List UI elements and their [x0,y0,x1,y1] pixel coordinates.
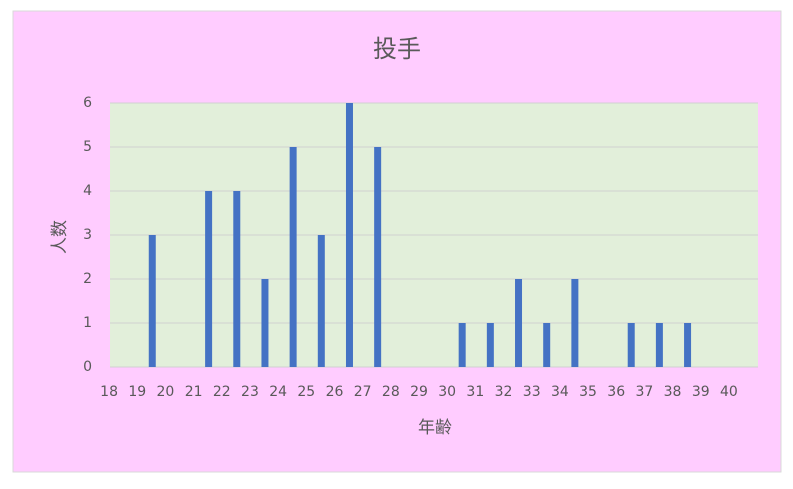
bar [655,323,663,367]
x-tick-label: 21 [185,384,203,400]
x-axis-label: 年齢 [418,418,452,438]
x-tick-label: 33 [523,384,541,400]
x-tick-label: 25 [297,384,315,400]
x-tick-label: 40 [720,384,738,400]
x-tick-label: 36 [607,384,625,400]
y-tick-label: 3 [83,227,92,243]
x-tick-label: 28 [382,384,400,400]
x-tick-label: 18 [100,384,118,400]
x-tick-label: 20 [157,384,175,400]
x-tick-label: 30 [438,384,456,400]
bar [345,103,353,367]
y-tick-label: 4 [83,183,92,199]
x-tick-label: 22 [213,384,231,400]
y-tick-label: 1 [83,315,92,331]
bar [317,235,325,367]
x-tick-label: 26 [326,384,344,400]
y-axis-label: 人数 [50,220,70,254]
bar [374,147,382,367]
x-tick-label: 38 [664,384,682,400]
bar [458,323,466,367]
y-tick-label: 6 [83,95,92,111]
bar [205,191,213,367]
x-tick-label: 19 [128,384,146,400]
chart-title: 投手 [373,35,421,63]
x-tick-label: 32 [495,384,513,400]
x-tick-label: 31 [466,384,484,400]
bar [515,279,523,367]
bar [684,323,692,367]
x-tick-label: 39 [692,384,710,400]
bar [571,279,579,367]
bar [148,235,156,367]
bar [627,323,635,367]
bar [543,323,551,367]
x-tick-label: 29 [410,384,428,400]
x-tick-label: 37 [635,384,653,400]
x-tick-label: 34 [551,384,569,400]
x-tick-label: 23 [241,384,259,400]
bar [261,279,269,367]
bar [486,323,494,367]
x-tick-label: 24 [269,384,287,400]
bar [289,147,297,367]
y-tick-label: 0 [83,359,92,375]
x-tick-label: 35 [579,384,597,400]
x-tick-label: 27 [354,384,372,400]
y-tick-label: 2 [83,271,92,287]
y-tick-label: 5 [83,139,92,155]
bar [233,191,241,367]
